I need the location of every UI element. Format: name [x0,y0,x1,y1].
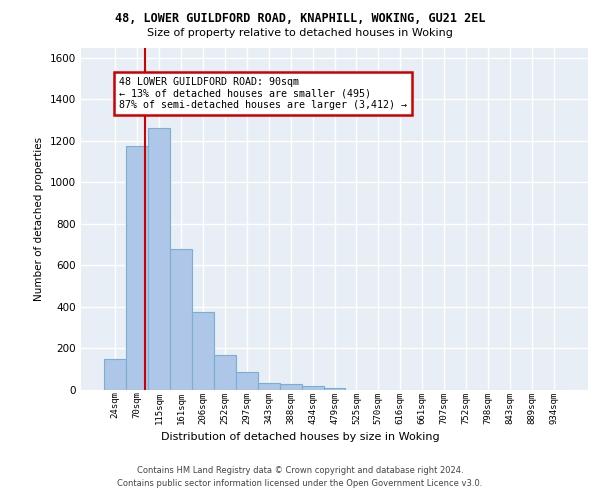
Bar [236,372,257,390]
Text: 48, LOWER GUILDFORD ROAD, KNAPHILL, WOKING, GU21 2EL: 48, LOWER GUILDFORD ROAD, KNAPHILL, WOKI… [115,12,485,26]
Bar [170,249,192,390]
Bar [104,359,126,390]
Text: Distribution of detached houses by size in Woking: Distribution of detached houses by size … [161,432,439,442]
Bar [302,386,323,390]
Text: Size of property relative to detached houses in Woking: Size of property relative to detached ho… [147,28,453,38]
Bar [126,146,148,390]
Bar [257,382,280,390]
Y-axis label: Number of detached properties: Number of detached properties [34,136,44,301]
Text: Contains public sector information licensed under the Open Government Licence v3: Contains public sector information licen… [118,479,482,488]
Bar [323,388,346,390]
Bar [192,312,214,390]
Bar [214,354,236,390]
Bar [148,128,170,390]
Text: 48 LOWER GUILDFORD ROAD: 90sqm
← 13% of detached houses are smaller (495)
87% of: 48 LOWER GUILDFORD ROAD: 90sqm ← 13% of … [119,76,407,110]
Text: Contains HM Land Registry data © Crown copyright and database right 2024.: Contains HM Land Registry data © Crown c… [137,466,463,475]
Bar [280,384,302,390]
